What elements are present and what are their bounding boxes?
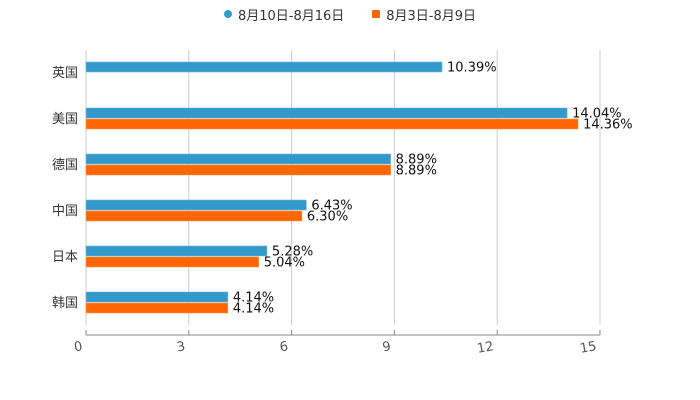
value-label: 8.89% bbox=[396, 153, 437, 168]
value-label: 14.04% bbox=[572, 107, 622, 122]
legend-item-series-b[interactable]: 8月3日-8月9日 bbox=[372, 4, 476, 24]
legend-square-icon bbox=[372, 10, 381, 18]
value-label: 8.89% bbox=[396, 164, 437, 179]
bar[interactable] bbox=[85, 210, 303, 222]
value-label: 4.14% bbox=[233, 302, 274, 317]
x-tick-label: 3 bbox=[176, 339, 187, 355]
value-label: 4.14% bbox=[233, 291, 274, 306]
value-label: 5.04% bbox=[264, 256, 305, 271]
bar[interactable] bbox=[85, 245, 268, 257]
value-label: 5.28% bbox=[272, 245, 313, 260]
category-label: 中国 bbox=[52, 204, 78, 219]
bar[interactable] bbox=[85, 61, 443, 73]
legend-circle-icon bbox=[223, 10, 232, 18]
bar[interactable] bbox=[85, 291, 229, 303]
bar[interactable] bbox=[85, 164, 391, 176]
x-tick-label: 9 bbox=[381, 339, 392, 355]
x-tick-label: 15 bbox=[579, 339, 598, 357]
category-label: 日本 bbox=[52, 250, 78, 265]
bar[interactable] bbox=[85, 118, 579, 130]
bar[interactable] bbox=[85, 302, 229, 314]
category-label: 韩国 bbox=[52, 296, 78, 311]
category-label: 美国 bbox=[52, 112, 78, 127]
legend-label: 8月10日-8月16日 bbox=[237, 8, 345, 24]
category-label: 德国 bbox=[52, 158, 78, 173]
x-tick-label: 0 bbox=[73, 339, 84, 355]
chart-legend: 8月10日-8月16日 8月3日-8月9日 bbox=[0, 4, 700, 24]
bar[interactable] bbox=[85, 256, 260, 268]
x-tick-label: 6 bbox=[279, 339, 290, 355]
category-label: 英国 bbox=[52, 66, 78, 81]
x-tick-label: 12 bbox=[476, 339, 495, 357]
value-label: 14.36% bbox=[583, 118, 633, 133]
bar[interactable] bbox=[85, 199, 307, 211]
bar[interactable] bbox=[85, 107, 568, 119]
legend-label: 8月3日-8月9日 bbox=[386, 8, 477, 24]
value-label: 6.43% bbox=[311, 199, 352, 214]
bar[interactable] bbox=[85, 153, 391, 165]
legend-item-series-a[interactable]: 8月10日-8月16日 bbox=[223, 4, 345, 24]
value-label: 6.30% bbox=[307, 210, 348, 225]
value-label: 10.39% bbox=[447, 61, 497, 76]
